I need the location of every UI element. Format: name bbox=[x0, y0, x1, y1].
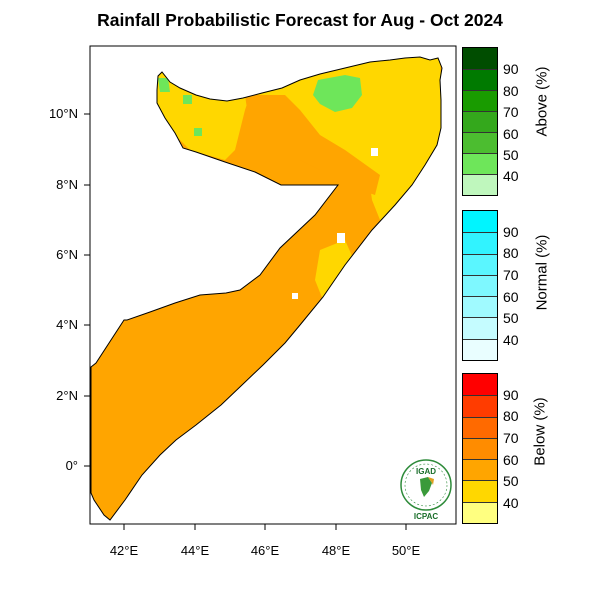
above-colorbar-cell bbox=[463, 111, 497, 132]
normal-colorbar-cell bbox=[463, 211, 497, 233]
above-tick-50: 50 bbox=[503, 147, 519, 163]
lon-label-42e: 42°E bbox=[109, 543, 139, 558]
below-colorbar-cell bbox=[463, 437, 497, 460]
normal-tick-90: 90 bbox=[503, 224, 519, 240]
above-colorbar-label: Above (%) bbox=[533, 66, 551, 137]
above-colorbar-cell bbox=[463, 90, 497, 111]
no-data-gap-3 bbox=[371, 148, 378, 156]
normal-colorbar-cell bbox=[463, 253, 497, 275]
above-colorbar-cell bbox=[463, 174, 497, 195]
lat-label-8n: 8°N bbox=[56, 177, 78, 192]
below-60-north-region bbox=[235, 95, 380, 195]
below-colorbar-cell bbox=[463, 416, 497, 438]
normal-colorbar-cell bbox=[463, 338, 497, 360]
no-data-gap bbox=[337, 233, 345, 243]
lat-label-2n: 2°N bbox=[56, 388, 78, 403]
normal-colorbar-cell bbox=[463, 274, 497, 297]
lon-label-44e: 44°E bbox=[180, 543, 210, 558]
lon-label-46e: 46°E bbox=[250, 543, 280, 558]
normal-tick-80: 80 bbox=[503, 245, 519, 261]
normal-colorbar-cell bbox=[463, 317, 497, 339]
above-50-small-region bbox=[194, 128, 202, 136]
above-tick-60: 60 bbox=[503, 126, 519, 142]
above-colorbar-cell bbox=[463, 153, 497, 174]
above-tick-80: 80 bbox=[503, 83, 519, 99]
below-tick-40: 40 bbox=[503, 495, 519, 511]
above-50-small2-region bbox=[183, 95, 192, 104]
normal-colorbar bbox=[462, 210, 498, 361]
below-colorbar-cell bbox=[463, 395, 497, 417]
normal-colorbar-cell bbox=[463, 296, 497, 318]
below-tick-60: 60 bbox=[503, 452, 519, 468]
above-tick-40: 40 bbox=[503, 168, 519, 184]
above-colorbar-cell bbox=[463, 69, 497, 90]
above-colorbar bbox=[462, 47, 498, 196]
below-colorbar-cell bbox=[463, 459, 497, 481]
below-colorbar bbox=[462, 373, 498, 524]
axis-ticks bbox=[84, 113, 407, 530]
lat-label-6n: 6°N bbox=[56, 247, 78, 262]
above-colorbar-cell bbox=[463, 132, 497, 153]
lon-label-50e: 50°E bbox=[391, 543, 421, 558]
below-colorbar-label: Below (%) bbox=[531, 397, 549, 466]
map-frame bbox=[89, 45, 457, 525]
normal-colorbar-label: Normal (%) bbox=[533, 234, 551, 311]
above-colorbar-cell bbox=[463, 48, 497, 69]
below-tick-80: 80 bbox=[503, 408, 519, 424]
above-50-west-region bbox=[158, 78, 170, 92]
forecast-fill bbox=[91, 57, 442, 520]
normal-tick-50: 50 bbox=[503, 310, 519, 326]
above-50-region bbox=[313, 75, 362, 112]
normal-tick-60: 60 bbox=[503, 289, 519, 305]
normal-tick-70: 70 bbox=[503, 267, 519, 283]
normal-colorbar-cell bbox=[463, 232, 497, 254]
below-tick-90: 90 bbox=[503, 387, 519, 403]
map-title: Rainfall Probabilistic Forecast for Aug … bbox=[97, 10, 503, 30]
country-border bbox=[90, 56, 443, 521]
no-data-gap-2 bbox=[292, 293, 298, 299]
icpac-logo: IGAD ICPAC bbox=[400, 459, 452, 521]
logo-icpac-text: ICPAC bbox=[414, 512, 439, 521]
normal-tick-40: 40 bbox=[503, 332, 519, 348]
lat-label-4n: 4°N bbox=[56, 317, 78, 332]
below-tick-70: 70 bbox=[503, 430, 519, 446]
lat-label-10n: 10°N bbox=[48, 106, 78, 121]
lat-label-0: 0° bbox=[65, 458, 78, 473]
below-colorbar-cell bbox=[463, 501, 497, 523]
logo-igad-text: IGAD bbox=[416, 467, 436, 476]
below-colorbar-cell bbox=[463, 480, 497, 502]
above-tick-70: 70 bbox=[503, 104, 519, 120]
below-colorbar-cell bbox=[463, 374, 497, 396]
lon-label-48e: 48°E bbox=[321, 543, 351, 558]
above-tick-90: 90 bbox=[503, 61, 519, 77]
below-tick-50: 50 bbox=[503, 473, 519, 489]
